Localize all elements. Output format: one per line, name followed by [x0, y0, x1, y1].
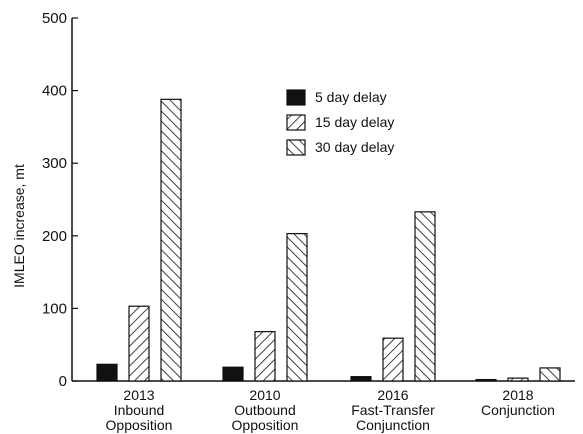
- x-category-label: 2018 Conjunction: [481, 387, 555, 418]
- bars: [96, 98, 561, 382]
- legend-label: 15 day delay: [315, 114, 394, 130]
- y-tick-label: 400: [42, 83, 67, 100]
- legend-label: 5 day delay: [315, 89, 387, 105]
- x-category-label: 2013 Inbound Opposition: [106, 387, 173, 433]
- bar: [414, 211, 436, 382]
- y-ticks: 0 100 200 300 400 500: [42, 10, 78, 390]
- x-category-label: 2016 Fast-Transfer Conjunction: [351, 387, 435, 433]
- bar: [286, 233, 308, 382]
- bar: [539, 367, 561, 382]
- legend-swatch: [286, 89, 306, 106]
- y-tick-label: 100: [42, 300, 67, 317]
- y-tick-label: 0: [59, 373, 67, 390]
- y-axis-title: IMLEO increase, mt: [11, 164, 27, 288]
- legend: 5 day delay 15 day delay 30 day delay: [286, 89, 394, 156]
- legend-swatch: [286, 139, 306, 156]
- bar: [350, 376, 372, 382]
- y-tick-label: 300: [42, 155, 67, 172]
- bar: [507, 377, 529, 382]
- y-tick-label: 200: [42, 228, 67, 245]
- bar: [96, 363, 118, 382]
- bar: [222, 366, 244, 382]
- x-category-label: 2010 Outbound Opposition: [232, 387, 299, 433]
- bar: [382, 337, 404, 382]
- legend-swatch: [286, 114, 306, 131]
- bar: [254, 331, 276, 382]
- bar: [128, 305, 150, 382]
- category-labels: 2013 Inbound Opposition 2010 Outbound Opposit…: [106, 387, 555, 433]
- y-tick-label: 500: [42, 10, 67, 27]
- bar: [475, 378, 497, 382]
- legend-label: 30 day delay: [315, 139, 394, 155]
- bar: [160, 98, 182, 382]
